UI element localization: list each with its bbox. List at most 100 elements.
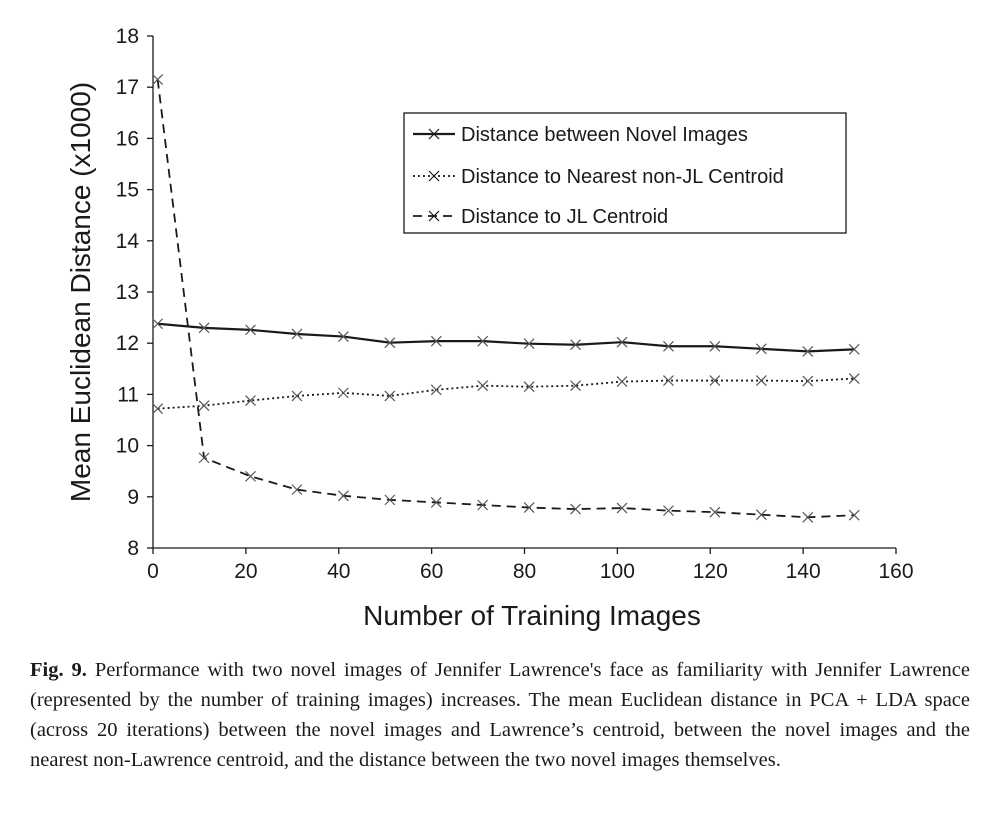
x-tick-label: 160: [878, 560, 913, 583]
data-point: [337, 331, 349, 342]
marker-stroke: [152, 74, 164, 85]
data-point: [616, 336, 628, 348]
data-point: [570, 380, 582, 392]
y-tick-label: 11: [117, 383, 139, 406]
axes: [147, 35, 897, 554]
data-point: [291, 484, 303, 496]
legend-box: [403, 112, 847, 234]
data-point: [245, 324, 256, 336]
tick-labels: 8 9 10 11 12 13 14 15 16 17 18 0 20 40 60 80 100 120 140 16…: [116, 25, 914, 583]
marker-stroke: [848, 373, 860, 384]
marker-stroke: [802, 511, 814, 523]
data-point: [152, 318, 164, 330]
y-tick-label: 9: [127, 486, 139, 509]
data-point: [848, 509, 860, 521]
x-tick-label: 20: [234, 560, 257, 583]
data-point: [802, 375, 814, 387]
data-point: [663, 505, 674, 517]
data-point: [430, 497, 442, 508]
data-point: [755, 509, 767, 521]
data-point: [198, 452, 210, 464]
marker-stroke: [616, 336, 628, 348]
figure-caption-label: Fig. 9.: [30, 659, 87, 681]
legend-swatch-marker: [428, 210, 440, 222]
marker-stroke: [291, 328, 303, 340]
marker-stroke: [523, 381, 535, 393]
y-tick-label: 16: [116, 127, 139, 150]
data-point: [477, 499, 489, 511]
y-tick-label: 15: [116, 179, 139, 202]
data-point: [245, 395, 256, 406]
data-point: [337, 387, 349, 399]
legend-label: Distance to Nearest non-JL Centroid: [461, 166, 784, 188]
legend-label: Distance to JL Centroid: [461, 206, 668, 228]
marker-stroke: [570, 503, 582, 515]
series-line: [156, 79, 855, 519]
data-point: [663, 340, 674, 352]
y-axis-title: Mean Euclidean Distance (x1000): [65, 82, 96, 502]
data-point: [663, 375, 674, 387]
marker-stroke: [337, 490, 349, 502]
x-tick-label: 0: [147, 560, 159, 583]
y-tick-label: 18: [116, 25, 139, 48]
data-point: [291, 390, 303, 402]
series-dotted: [152, 373, 860, 415]
data-point: [384, 390, 396, 402]
marker-stroke: [152, 318, 164, 330]
marker-stroke: [198, 322, 210, 334]
data-point: [198, 322, 210, 334]
data-point: [709, 340, 721, 352]
series-line: [157, 322, 855, 353]
y-tick-label: 13: [116, 281, 139, 304]
marker-stroke: [384, 390, 396, 402]
marker-stroke: [198, 400, 210, 412]
data-point: [755, 375, 767, 387]
legend-label: Distance between Novel Images: [461, 124, 748, 146]
marker-stroke: [428, 170, 440, 182]
marker-stroke: [570, 339, 582, 351]
data-point: [523, 338, 535, 350]
data-point: [152, 74, 164, 85]
marker-stroke: [245, 324, 256, 336]
marker-stroke: [477, 499, 489, 511]
marker-stroke: [337, 331, 349, 342]
series-solid: [152, 318, 860, 357]
marker-stroke: [291, 484, 303, 496]
marker-stroke: [430, 497, 442, 508]
x-tick-label: 140: [786, 560, 821, 583]
x-axis-title: Number of Training Images: [363, 600, 701, 631]
y-tick-label: 12: [116, 332, 139, 355]
x-tick-label: 40: [327, 560, 350, 583]
marker-stroke: [291, 390, 303, 402]
data-point: [802, 345, 814, 357]
marker-stroke: [663, 340, 674, 352]
y-tick-label: 8: [127, 537, 139, 560]
data-point: [523, 381, 535, 393]
marker-stroke: [616, 502, 628, 514]
marker-stroke: [570, 380, 582, 392]
marker-stroke: [709, 506, 721, 518]
legend: Distance between Novel Images Distance to…: [403, 112, 847, 234]
marker-stroke: [430, 335, 442, 347]
data-point: [848, 343, 860, 355]
marker-stroke: [755, 509, 767, 521]
data-point: [430, 384, 442, 396]
x-tick-label: 120: [693, 560, 728, 583]
data-point: [755, 343, 767, 355]
x-tick-label: 60: [420, 560, 443, 583]
marker-stroke: [523, 338, 535, 350]
data-point: [384, 494, 396, 506]
line-chart: 8 9 10 11 12 13 14 15 16 17 18 0 20 40 60 80 100 120 140 16…: [65, 25, 914, 631]
marker-stroke: [477, 335, 489, 347]
marker-stroke: [245, 470, 256, 482]
marker-stroke: [152, 403, 164, 415]
data-point: [152, 403, 164, 415]
legend-swatch-marker: [428, 170, 440, 182]
data-point: [337, 490, 349, 502]
data-point: [709, 506, 721, 518]
data-point: [198, 400, 210, 412]
marker-stroke: [198, 452, 210, 464]
data-point: [384, 337, 396, 349]
series-dashed: [152, 74, 860, 523]
marker-stroke: [523, 502, 535, 513]
